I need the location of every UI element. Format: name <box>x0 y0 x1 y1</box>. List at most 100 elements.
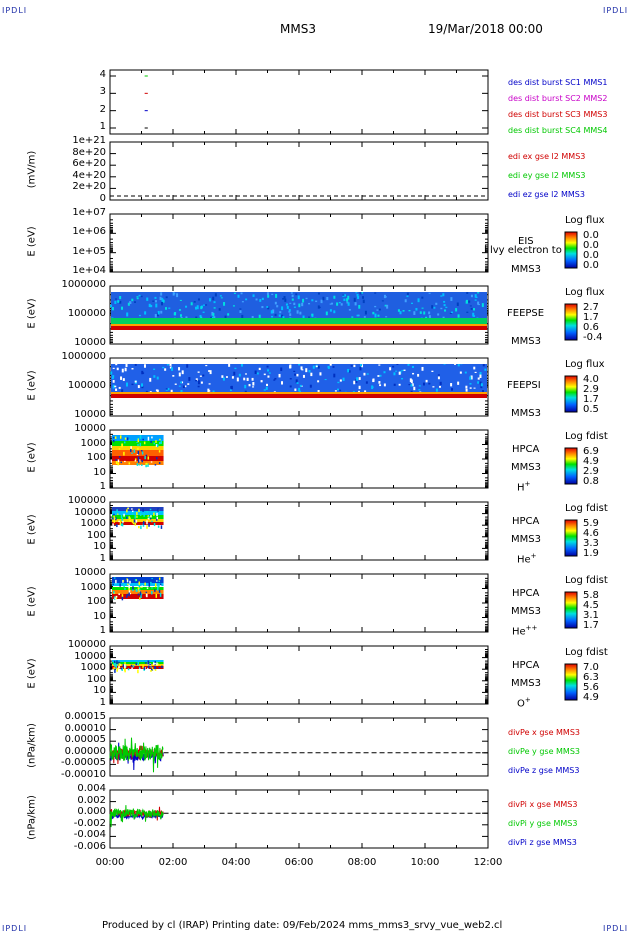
spectrogram-pixel <box>117 462 119 465</box>
spectrogram-pixel <box>207 388 210 393</box>
y-tick-label: 1e+06 <box>72 226 106 238</box>
spectrogram-pixel <box>410 379 413 384</box>
species-label: O+ <box>517 696 531 710</box>
y-axis-label: E (eV) <box>26 298 38 329</box>
panel-frame-hpca_h <box>109 429 489 489</box>
spectrogram-band <box>112 461 164 465</box>
spectrogram-pixel <box>130 664 133 667</box>
spectrogram-pixel <box>234 367 237 370</box>
spectrogram-band <box>112 507 164 511</box>
spectrogram-pixel <box>126 509 128 513</box>
spectrogram-pixel <box>284 298 287 302</box>
spectrogram-pixel <box>282 297 285 300</box>
spectrogram-pixel <box>261 305 264 309</box>
spectrogram-pixel <box>299 311 302 315</box>
spectrogram-pixel <box>153 442 156 445</box>
spectrogram-pixel <box>428 382 431 385</box>
spectrogram-feepse <box>110 292 487 330</box>
spectrogram-pixel <box>137 456 140 460</box>
spectrogram-pixel <box>210 316 213 318</box>
spectrogram-pixel <box>122 378 125 381</box>
spectrogram-pixel <box>299 384 302 387</box>
spectrogram-pixel <box>449 312 452 315</box>
spectrogram-pixel <box>233 292 236 294</box>
spectrogram-band <box>111 318 487 324</box>
y-tick-label: 10000 <box>74 409 106 420</box>
spectrogram-pixel <box>167 387 170 391</box>
colorbar <box>564 303 578 341</box>
spectrogram-pixel <box>361 296 364 299</box>
spectrogram-pixel <box>171 367 174 371</box>
spectrogram-pixel <box>113 519 116 523</box>
y-tick-label: 100000 <box>67 308 106 319</box>
spectrogram-pixel <box>298 363 301 366</box>
spectrogram-pixel <box>153 375 156 378</box>
y-axis-label: E (eV) <box>26 586 38 617</box>
spectrogram-pixel <box>258 367 261 371</box>
spectrogram-pixel <box>465 300 468 304</box>
colorbar-tick-label: 0.6 <box>583 322 599 333</box>
spectrogram-pixel <box>124 664 126 669</box>
spectrogram-pixel <box>119 521 122 526</box>
y-axis-label: E (eV) <box>26 226 38 257</box>
colorbar <box>564 591 578 629</box>
y-tick-label: 10000 <box>74 337 106 348</box>
spectrogram-pixel <box>422 382 425 386</box>
species-charge: + <box>524 696 531 704</box>
spectrogram-pixel <box>280 367 283 372</box>
spectrogram-pixel <box>337 388 340 391</box>
y-tick-label: 0.00015 <box>64 711 106 722</box>
y-tick-label: 0.00000 <box>64 745 106 757</box>
spectrogram-pixel <box>351 316 354 318</box>
spectrogram-pixel <box>237 294 240 298</box>
spectrogram-pixel <box>131 298 134 302</box>
spectrogram-pixel <box>152 300 155 302</box>
spectrogram-pixel <box>110 304 113 308</box>
y-tick-label: 1e+07 <box>72 207 106 218</box>
spectrogram-pixel <box>136 296 139 298</box>
spectrogram-pixel <box>437 313 440 316</box>
spectrogram-band <box>112 590 164 594</box>
spectrogram-pixel <box>121 523 124 527</box>
colorbar <box>564 375 578 413</box>
y-tick-label: 1000000 <box>61 279 106 290</box>
spectrogram-pixel <box>266 383 269 387</box>
spectrogram-pixel <box>408 384 411 386</box>
spectrogram-band <box>112 666 164 669</box>
spectrogram-pixel <box>150 461 153 463</box>
spectrogram-hpca_hepp <box>112 577 164 601</box>
spectrogram-pixel <box>233 371 236 376</box>
spectrogram-pixel <box>184 385 187 388</box>
spectrogram-pixel <box>289 365 292 369</box>
y-tick-label: 3 <box>99 86 106 98</box>
spectrogram-pixel <box>456 302 459 306</box>
spectrogram-pixel <box>126 579 129 583</box>
spectrogram-pixel <box>261 297 264 300</box>
spectrogram-pixel <box>174 383 177 385</box>
spectrogram-pixel <box>155 444 158 447</box>
y-tick-label: 0.000 <box>77 806 106 818</box>
spectrogram-pixel <box>112 440 115 443</box>
spectrogram-pixel <box>413 311 416 315</box>
spectrogram-pixel <box>111 377 114 380</box>
spectrogram-pixel <box>383 383 386 387</box>
spectrogram-pixel <box>140 586 142 588</box>
spectrogram-pixel <box>138 581 141 585</box>
y-tick-label: 1000 <box>80 581 106 593</box>
spectrogram-pixel <box>401 378 404 380</box>
spectrogram-pixel <box>468 300 471 303</box>
spectrogram-pixel <box>181 370 184 375</box>
spectrogram-pixel <box>156 512 158 517</box>
spectrogram-pixel <box>178 385 181 387</box>
spectrogram-pixel <box>276 305 279 307</box>
spectrogram-pixel <box>363 316 366 318</box>
y-tick-label: -0.002 <box>73 817 106 829</box>
footer-credit: Produced by cl (IRAP) Printing date: 09/… <box>102 920 503 931</box>
colorbar-tick-label: 7.0 <box>583 662 599 673</box>
spectrogram-pixel <box>255 298 258 301</box>
spectrogram-pixel <box>159 584 162 586</box>
spectrogram-pixel <box>241 314 244 319</box>
spectrogram-pixel <box>169 366 172 369</box>
spectrogram-pixel <box>146 593 148 598</box>
